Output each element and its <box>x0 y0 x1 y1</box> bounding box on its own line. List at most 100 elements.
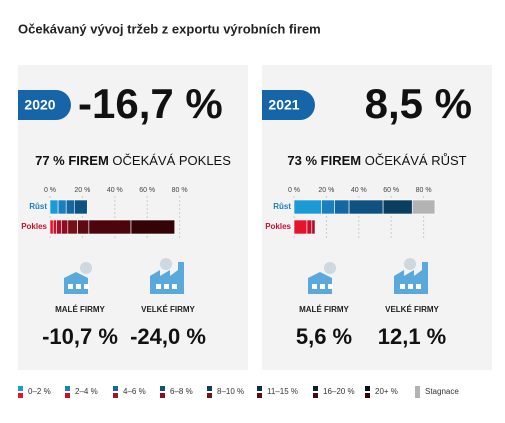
bar-segment <box>321 199 335 215</box>
year-badge <box>18 90 71 120</box>
bar-segment <box>57 199 67 215</box>
row-label: Růst <box>29 202 47 211</box>
bar-segment <box>67 219 78 235</box>
legend-swatch <box>113 393 118 398</box>
smoke <box>404 258 416 270</box>
subtitle: 77 % FIREM OČEKÁVÁ POKLES <box>35 153 231 168</box>
bar-segment <box>348 199 384 215</box>
firm-value: -24,0 % <box>130 324 206 349</box>
window <box>416 284 421 289</box>
x-tick-label: 20 % <box>74 187 90 194</box>
year-badge <box>262 90 315 120</box>
legend-swatch <box>18 386 23 391</box>
bar-segment <box>49 219 54 235</box>
factory-icon <box>64 262 92 294</box>
legend-swatch <box>313 386 318 391</box>
subtitle: 73 % FIREM OČEKÁVÁ RŮST <box>287 153 466 168</box>
firm-value: -10,7 % <box>42 324 118 349</box>
legend-swatch <box>65 393 70 398</box>
window <box>164 284 169 289</box>
bar-segment <box>293 219 308 235</box>
bar-segment <box>65 199 75 215</box>
window <box>408 284 413 289</box>
legend-swatch <box>113 386 118 391</box>
legend-swatch <box>18 393 23 398</box>
legend-swatch <box>65 386 70 391</box>
legend-swatch <box>313 393 318 398</box>
legend-label: 20+ % <box>375 387 398 396</box>
bar-segment <box>74 199 88 215</box>
firm-label: MALÉ FIRMY <box>55 305 105 314</box>
bar-segment <box>61 219 69 235</box>
year: 2020 <box>24 97 55 113</box>
x-tick-label: 0 % <box>44 187 56 194</box>
bar-segment <box>56 219 62 235</box>
legend-label: 0–2 % <box>28 387 51 396</box>
x-tick-label: 40 % <box>351 187 367 194</box>
bar-segment <box>411 199 436 215</box>
legend-swatch <box>415 386 420 398</box>
x-tick-label: 0 % <box>288 187 300 194</box>
headline: 8,5 % <box>365 80 472 127</box>
firm-label: VELKÉ FIRMY <box>385 305 439 314</box>
bar-segment <box>334 199 350 215</box>
window <box>156 284 161 289</box>
row-label: Pokles <box>21 222 47 231</box>
legend-swatch <box>365 386 370 391</box>
factory-icon <box>394 258 428 294</box>
window <box>172 284 177 289</box>
factory-icon <box>150 258 184 294</box>
x-tick-label: 80 % <box>172 187 188 194</box>
legend-label: 4–6 % <box>123 387 146 396</box>
bar-segment <box>52 219 57 235</box>
subtitle-rest: OČEKÁVÁ RŮST <box>361 153 467 168</box>
x-tick-label: 40 % <box>107 187 123 194</box>
firm-label: VELKÉ FIRMY <box>141 305 195 314</box>
headline: -16,7 % <box>78 80 223 127</box>
legend-label: Stagnace <box>425 387 459 396</box>
bar-segment <box>49 199 59 215</box>
legend-swatch <box>207 393 212 398</box>
x-tick-label: 20 % <box>318 187 334 194</box>
window <box>328 284 333 289</box>
legend-swatch <box>257 386 262 391</box>
row-label: Růst <box>273 202 291 211</box>
year: 2021 <box>268 97 299 113</box>
smoke <box>80 262 92 274</box>
legend-label: 16–20 % <box>323 387 355 396</box>
title: Očekávaný vývoj tržeb z exportu výrobníc… <box>18 21 321 36</box>
bar-segment <box>88 219 132 235</box>
firm-label: MALÉ FIRMY <box>299 305 349 314</box>
row-label: Pokles <box>265 222 291 231</box>
bar-segment <box>130 219 176 235</box>
bar-segment <box>311 219 316 235</box>
bar-segment <box>293 199 322 215</box>
legend-swatch <box>160 386 165 391</box>
legend-swatch <box>257 393 262 398</box>
window <box>312 284 317 289</box>
subtitle-bold: 73 % FIREM <box>287 153 361 168</box>
subtitle-rest: OČEKÁVÁ POKLES <box>109 153 231 168</box>
window <box>84 284 89 289</box>
legend-label: 6–8 % <box>170 387 193 396</box>
legend-swatch <box>160 393 165 398</box>
legend-label: 8–10 % <box>217 387 244 396</box>
firm-value: 5,6 % <box>296 324 352 349</box>
smoke <box>324 262 336 274</box>
x-tick-label: 80 % <box>416 187 432 194</box>
firm-value: 12,1 % <box>378 324 447 349</box>
legend-swatch <box>207 386 212 391</box>
factory-icon <box>308 262 336 294</box>
x-tick-label: 60 % <box>383 187 399 194</box>
window <box>76 284 81 289</box>
legend-label: 11–15 % <box>267 387 298 396</box>
bar-segment <box>77 219 90 235</box>
window <box>68 284 73 289</box>
smoke <box>160 258 172 270</box>
legend-swatch <box>365 393 370 398</box>
bar-segment <box>382 199 413 215</box>
subtitle-bold: 77 % FIREM <box>35 153 109 168</box>
x-tick-label: 60 % <box>139 187 155 194</box>
legend-label: 2–4 % <box>75 387 98 396</box>
